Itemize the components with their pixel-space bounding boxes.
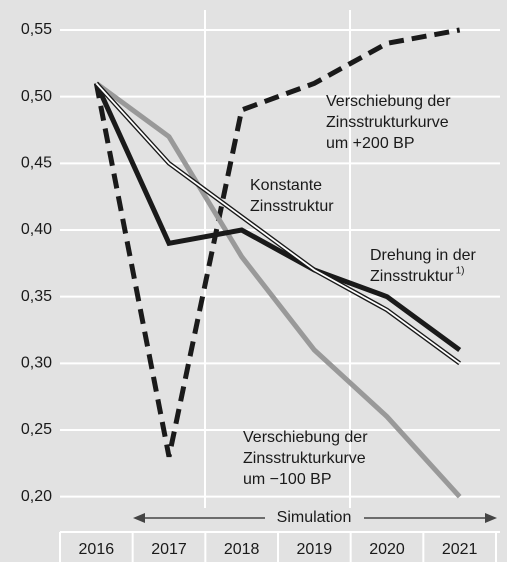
series-line [94,82,462,353]
series-label: Verschiebung der [243,429,368,446]
y-tick-label: 0,25 [21,421,52,438]
x-tick-label: 2018 [224,541,260,558]
series-label: um −100 BP [243,471,332,488]
series-label: Drehung in der [370,247,477,264]
series-label: Zinsstruktur [250,198,334,215]
y-tick-label: 0,50 [21,88,52,105]
x-tick-label: 2016 [79,541,115,558]
x-tick-label: 2021 [442,541,478,558]
arrow-head [485,513,497,523]
series-line [95,82,461,365]
series-label: Zinsstruktur [370,268,454,285]
series-label: um +200 BP [326,135,415,152]
x-tick-label: 2017 [151,541,187,558]
footnote-mark: 1) [456,266,465,277]
series-label: Zinsstrukturkurve [243,450,366,467]
y-tick-label: 0,35 [21,288,52,305]
y-tick-label: 0,55 [21,21,52,38]
series-label: Zinsstrukturkurve [326,114,449,131]
y-tick-label: 0,20 [21,488,52,505]
x-tick-label: 2020 [369,541,405,558]
series-line [94,81,462,499]
y-tick-label: 0,45 [21,155,52,172]
arrow-head [133,513,145,523]
x-tick-label: 2019 [297,541,333,558]
y-tick-label: 0,30 [21,355,52,372]
series-label: Konstante [250,177,322,194]
annotation: Simulation [277,509,352,526]
series-line [93,27,461,458]
y-tick-label: 0,40 [21,221,52,238]
series-label: Verschiebung der [326,93,451,110]
